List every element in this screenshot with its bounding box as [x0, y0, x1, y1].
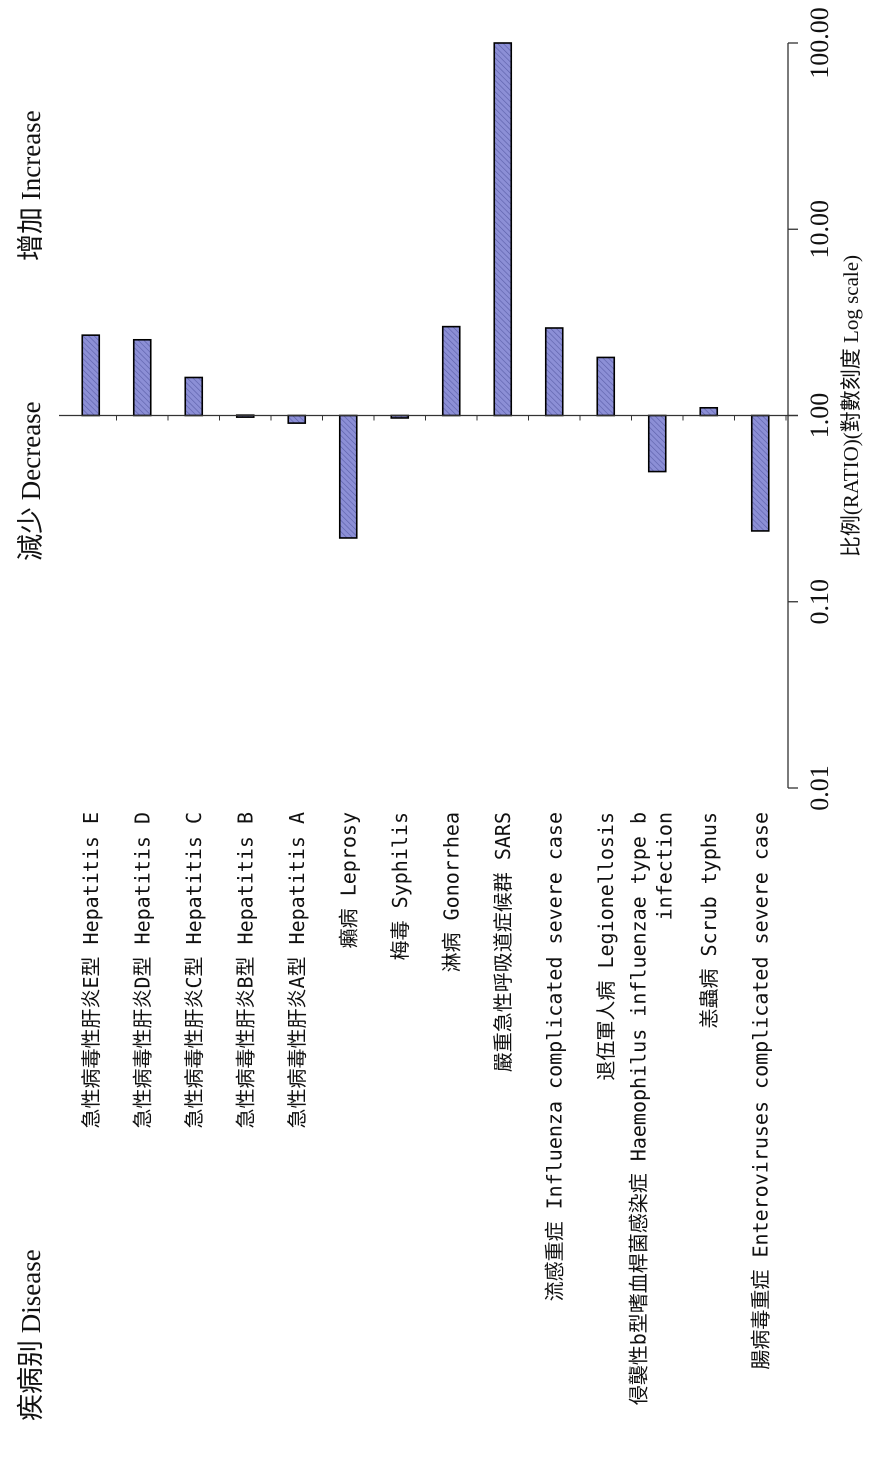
bar: [596, 356, 616, 417]
category-label-line: 腸病毒重症 Enteroviruses complicated severe c…: [748, 812, 772, 1370]
category-label: 淋病 Gonorrhea: [439, 812, 463, 972]
value-axis: 0.01 0.10 1.00 10.00 100.00: [59, 7, 834, 811]
category-label-line: 急性病毒性肝炎B型 Hepatitis B: [233, 812, 257, 1129]
value-axis-tick-label: 1.00: [805, 393, 834, 439]
increase-label: 增加 Increase: [16, 110, 46, 261]
category-label-line: 侵襲性b型嗜血桿菌感染症 Haemophilus influenzae type…: [626, 812, 650, 1405]
category-label: 癩病 Leprosy: [336, 812, 360, 948]
category-labels: 急性病毒性肝炎E型 Hepatitis E 急性病毒性肝炎D型 Hepatitis…: [79, 812, 773, 1405]
x-axis-title: 比例(RATIO)(對數刻度 Log scale): [839, 255, 863, 557]
bar: [81, 334, 101, 417]
value-axis-tick-label: 10.00: [805, 200, 834, 259]
category-label-line: 退伍軍人病 Legionellosis: [594, 812, 618, 1081]
category-label: 急性病毒性肝炎D型 Hepatitis D: [130, 812, 154, 1129]
category-label: 急性病毒性肝炎A型 Hepatitis A: [285, 812, 309, 1129]
category-label-line: 梅毒 Syphilis: [388, 812, 412, 960]
category-label: 嚴重急性呼吸道症候群 SARS: [491, 812, 515, 1072]
category-header: 疾病别 Disease: [16, 1249, 46, 1421]
category-label-line: 淋病 Gonorrhea: [439, 812, 463, 972]
category-label-line: 急性病毒性肝炎E型 Hepatitis E: [79, 812, 103, 1129]
bar: [544, 327, 564, 417]
bars-group: [81, 42, 770, 539]
bar: [338, 414, 358, 539]
category-label: 梅毒 Syphilis: [388, 812, 412, 960]
value-axis-tick-label: 0.01: [805, 765, 834, 811]
category-label: 侵襲性b型嗜血桿菌感染症 Haemophilus influenzae type…: [626, 812, 676, 1405]
category-label-line: 恙蟲病 Scrub typhus: [697, 812, 721, 1029]
category-label: 流感重症 Influenza complicated severe case: [542, 812, 566, 1301]
category-label: 急性病毒性肝炎C型 Hepatitis C: [182, 812, 206, 1129]
category-label-line: 急性病毒性肝炎C型 Hepatitis C: [182, 812, 206, 1129]
value-axis-tick-label: 100.00: [805, 7, 834, 79]
bar: [647, 414, 667, 473]
decrease-label: 減少 Decrease: [16, 401, 46, 561]
category-label-line: 嚴重急性呼吸道症候群 SARS: [491, 812, 515, 1072]
bar: [750, 414, 770, 532]
bar: [287, 414, 307, 424]
category-label-line: 急性病毒性肝炎D型 Hepatitis D: [130, 812, 154, 1129]
category-label: 腸病毒重症 Enteroviruses complicated severe c…: [748, 812, 772, 1370]
category-label-line: 流感重症 Influenza complicated severe case: [542, 812, 566, 1301]
bar: [699, 406, 719, 417]
bar: [441, 325, 461, 417]
category-label: 退伍軍人病 Legionellosis: [594, 812, 618, 1081]
value-axis-tick-label: 0.10: [805, 579, 834, 625]
category-label: 恙蟲病 Scrub typhus: [697, 812, 721, 1029]
category-label-line: 癩病 Leprosy: [336, 812, 360, 948]
bar: [493, 42, 513, 417]
bar: [132, 338, 152, 417]
category-label: 急性病毒性肝炎E型 Hepatitis E: [79, 812, 103, 1129]
category-label-line: 急性病毒性肝炎A型 Hepatitis A: [285, 812, 309, 1129]
category-label: 急性病毒性肝炎B型 Hepatitis B: [233, 812, 257, 1129]
bar: [184, 376, 204, 417]
category-label-line: infection: [652, 812, 676, 920]
